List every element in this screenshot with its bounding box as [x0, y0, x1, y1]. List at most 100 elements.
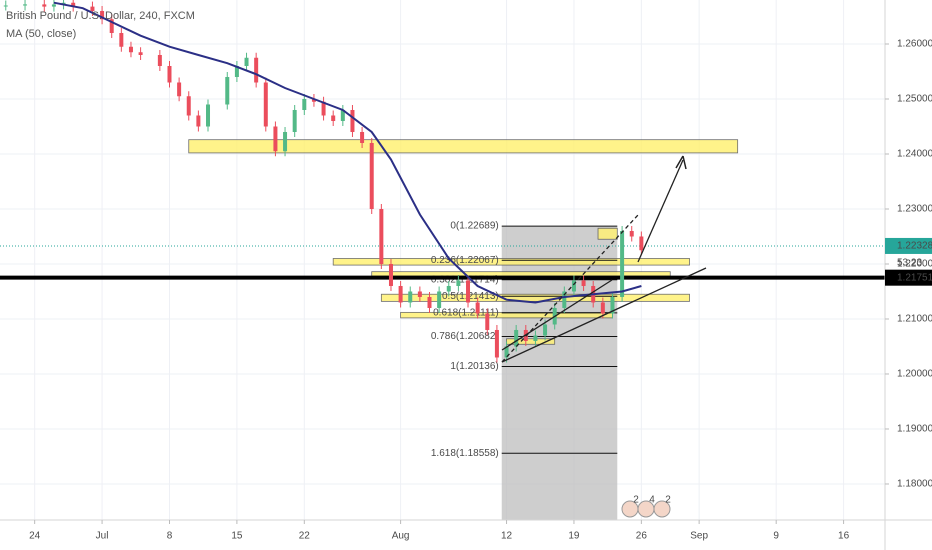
fib-label: 0(1.22689): [450, 221, 498, 232]
candle-body: [42, 4, 47, 7]
trend-line: [501, 267, 707, 363]
event-count: 2: [665, 495, 671, 506]
candle-body: [51, 4, 56, 7]
event-count: 2: [633, 495, 639, 506]
candle-body: [206, 104, 211, 127]
candle-body: [292, 109, 297, 132]
candle-body: [167, 65, 172, 83]
y-tick-label: 1.21000: [897, 314, 932, 325]
countdown-label: 53:23: [897, 258, 922, 269]
fib-box: [501, 226, 618, 521]
candle-body: [437, 291, 442, 308]
x-tick-label: 19: [568, 531, 580, 542]
moving-average: [53, 1, 642, 304]
plot: 0(1.22689) 0.236(1.22067) 0.382(1.21714) 0.…: [0, 0, 885, 521]
candle-body: [398, 285, 403, 303]
zone: [371, 271, 671, 277]
channel-line: [501, 214, 639, 363]
candle-body: [263, 82, 268, 127]
candle-body: [90, 6, 95, 11]
fib-label: 0.786(1.20682): [431, 331, 499, 342]
candle-body: [340, 109, 345, 121]
candle-body: [138, 52, 143, 55]
candle-body: [466, 280, 471, 303]
candle-body: [283, 131, 288, 152]
axes: 1.18000 1.19000 1.20000 1.21000 1.22000 1.230…: [29, 39, 932, 542]
fib-label: 1.618(1.18558): [431, 448, 499, 459]
x-tick-label: Aug: [392, 531, 410, 542]
candle-body: [446, 285, 451, 292]
candle-body: [600, 302, 605, 314]
candle-body: [128, 46, 133, 53]
candle-body: [629, 230, 634, 237]
candle-body: [177, 82, 182, 97]
candle-body: [485, 313, 490, 330]
candle-body: [71, 2, 76, 7]
candle-body: [244, 57, 249, 66]
candle-body: [639, 236, 644, 251]
x-tick-label: 12: [501, 531, 513, 542]
fib-label: 0.382(1.21714): [431, 274, 499, 285]
x-tick-label: 9: [773, 531, 779, 542]
event-icon: [653, 500, 671, 518]
indicator-label: MA (50, close): [6, 28, 76, 40]
candle-body: [321, 101, 326, 116]
y-tick-label: 1.24000: [897, 149, 932, 160]
candle-body: [157, 54, 162, 66]
candle-body: [494, 329, 499, 358]
candle-body: [369, 142, 374, 209]
y-tick-label: 1.22000: [897, 259, 932, 270]
candle-body: [331, 115, 336, 121]
y-tick-label: 1.20000: [897, 369, 932, 380]
zone: [188, 139, 739, 154]
candle-body: [311, 98, 316, 102]
candle-body: [562, 291, 567, 308]
zone: [332, 258, 690, 266]
candle-body: [360, 131, 365, 143]
x-tick-label: 16: [838, 531, 850, 542]
candle-body: [581, 280, 586, 286]
y-tick-label: 1.23000: [897, 204, 932, 215]
arrow-head: [675, 155, 687, 170]
zone: [597, 227, 618, 240]
x-tick-label: 15: [231, 531, 243, 542]
candle-body: [302, 98, 307, 110]
fib-label: 1(1.20136): [450, 361, 498, 372]
candle-body: [388, 263, 393, 286]
candle-body: [571, 280, 576, 292]
x-tick-label: 24: [29, 531, 41, 542]
last-price-badge: [885, 237, 932, 254]
fib-label: 0.618(1.21111): [433, 308, 499, 319]
candle-body: [350, 109, 355, 132]
candle-body: [3, 5, 8, 7]
candle-body: [533, 335, 538, 341]
candle-body: [119, 32, 124, 47]
fib-label: 0.5(1.21413): [442, 291, 499, 302]
candle-body: [610, 296, 615, 314]
y-tick-label: 1.26000: [897, 39, 932, 50]
candle-body: [475, 302, 480, 314]
candle-body: [186, 96, 191, 116]
candle-body: [620, 230, 625, 297]
candle-body: [23, 4, 28, 6]
x-tick-label: 26: [636, 531, 648, 542]
chart-title: British Pound / U.S. Dollar, 240, FXCM: [6, 10, 195, 22]
event-count: 4: [649, 495, 655, 506]
candle-body: [417, 291, 422, 297]
support-label: 1.21751: [897, 272, 932, 283]
candle-body: [100, 10, 105, 20]
candle-body: [408, 291, 413, 303]
candle-body: [234, 65, 239, 77]
candle-body: [456, 280, 461, 286]
candle-body: [196, 115, 201, 127]
y-tick-label: 1.25000: [897, 94, 932, 105]
candle-body: [427, 296, 432, 308]
zone: [380, 293, 690, 302]
candle-body: [504, 346, 509, 358]
y-tick-label: 1.18000: [897, 479, 932, 490]
candle-body: [225, 76, 230, 105]
last-price-label: 1.22328: [897, 241, 932, 252]
candle-body: [254, 57, 259, 83]
trend-line: [501, 279, 613, 351]
